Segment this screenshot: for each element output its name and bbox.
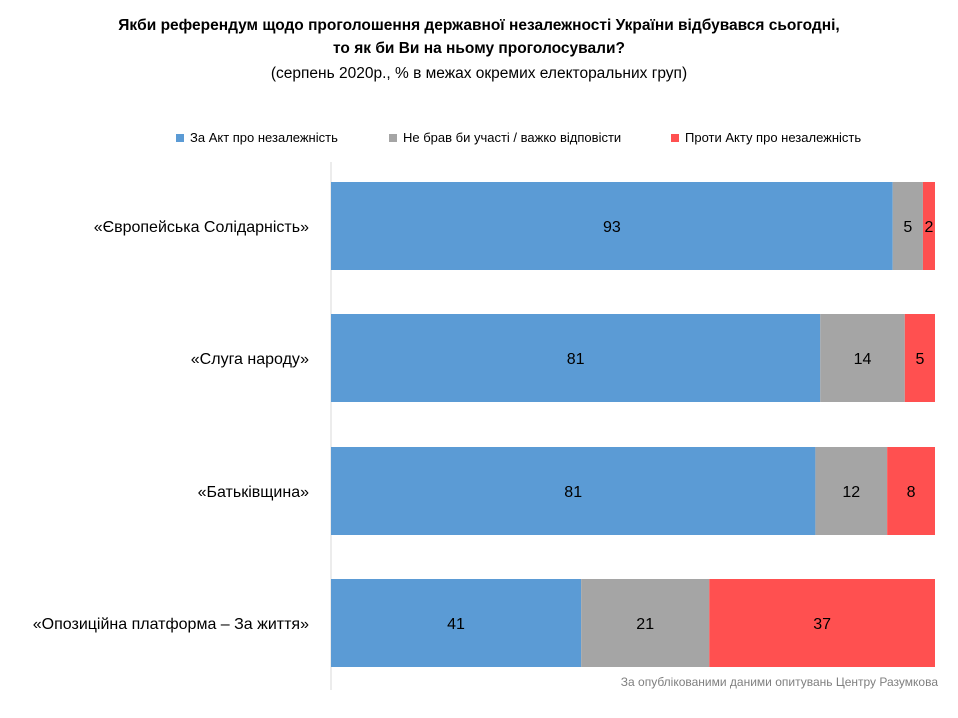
bar-segment bbox=[709, 579, 935, 667]
bar-segment bbox=[331, 182, 893, 270]
legend-label-abstain: Не брав би участі / важко відповісти bbox=[403, 130, 622, 145]
legend-item-for: За Акт про незалежність bbox=[176, 130, 338, 145]
data-label: 14 bbox=[854, 351, 872, 368]
legend-item-abstain: Не брав би участі / важко відповісти bbox=[389, 130, 621, 145]
chart-title-line-1: Якби референдум щодо проголошення держав… bbox=[118, 17, 840, 34]
legend-item-against: Проти Акту про незалежність bbox=[671, 130, 861, 145]
data-label: 93 bbox=[603, 219, 621, 236]
bar-segment bbox=[887, 447, 935, 535]
data-label: 41 bbox=[447, 616, 465, 633]
category-label: «Опозиційна платформа – За життя» bbox=[33, 616, 309, 633]
data-label: 21 bbox=[636, 616, 654, 633]
category-label: «Європейська Солідарність» bbox=[94, 219, 309, 236]
data-label: 8 bbox=[907, 484, 916, 501]
bar-segment bbox=[331, 314, 821, 402]
legend: За Акт про незалежність Не брав би участ… bbox=[0, 130, 958, 150]
data-label: 12 bbox=[842, 484, 860, 501]
bar-segment bbox=[904, 314, 935, 402]
legend-label-against: Проти Акту про незалежність bbox=[685, 130, 862, 145]
category-label: «Батьківщина» bbox=[198, 484, 310, 501]
legend-swatch-abstain bbox=[389, 133, 397, 142]
data-label: 5 bbox=[903, 219, 912, 236]
bar-segment bbox=[815, 447, 888, 535]
legend-swatch-against bbox=[671, 133, 679, 142]
bar-segment bbox=[820, 314, 905, 402]
data-label: 81 bbox=[567, 351, 585, 368]
legend-label-for: За Акт про незалежність bbox=[190, 130, 338, 145]
data-label: 37 bbox=[813, 616, 831, 633]
bar-segment bbox=[581, 579, 710, 667]
chart-title-line-2: то як би Ви на ньому проголосували? bbox=[333, 40, 625, 57]
category-label: «Слуга народу» bbox=[191, 351, 309, 368]
chart-subtitle: (серпень 2020р., % в межах окремих елект… bbox=[270, 65, 688, 82]
bar-segment bbox=[331, 579, 582, 667]
legend-swatch-for bbox=[176, 133, 184, 142]
bar-segment bbox=[922, 182, 935, 270]
source-note: За опублікованими даними опитувань Центр… bbox=[620, 675, 938, 689]
bar-segment bbox=[892, 182, 923, 270]
data-label: 5 bbox=[915, 351, 924, 368]
chart-title: Якби референдум щодо проголошення держав… bbox=[0, 14, 958, 60]
bar-segment bbox=[331, 447, 816, 535]
data-label: 81 bbox=[564, 484, 582, 501]
data-label: 2 bbox=[925, 219, 934, 236]
